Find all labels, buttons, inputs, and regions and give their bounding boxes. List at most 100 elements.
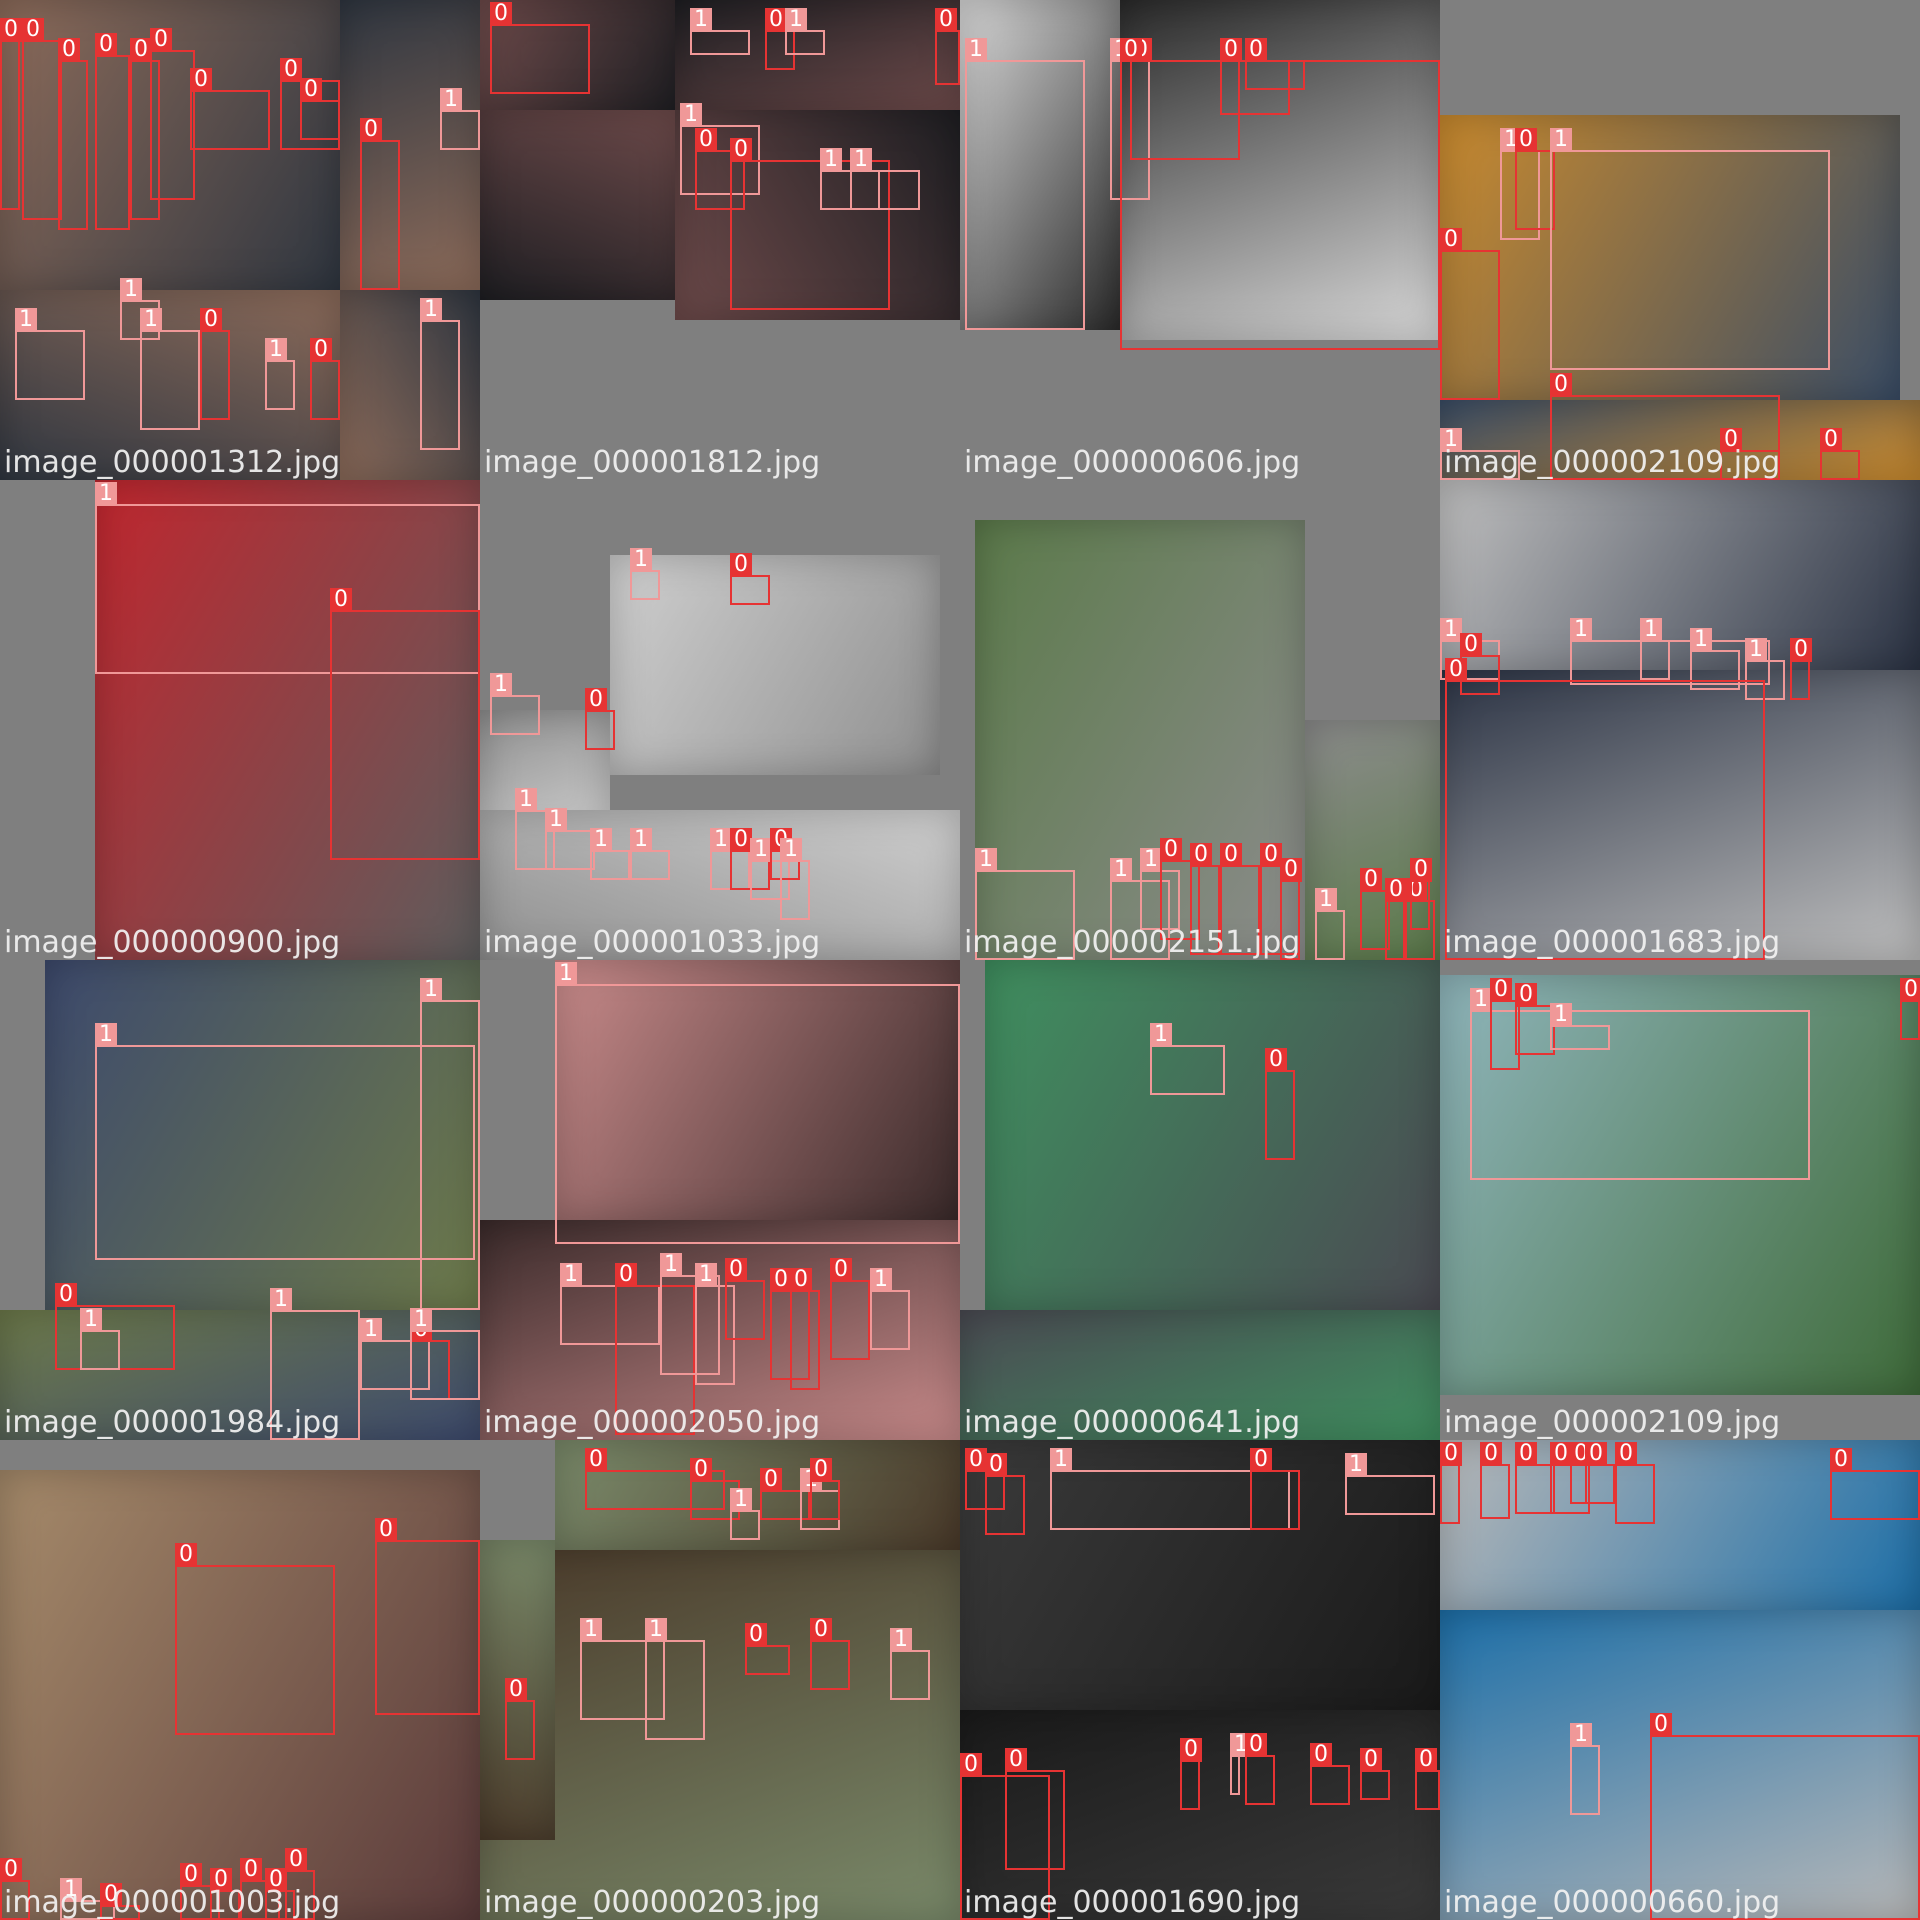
mosaic-tile: 0 0 0 1 0 0 0 0 0 0 image_000001003.jpg [0, 1440, 480, 1920]
class-label: 1 [545, 808, 567, 832]
detection-box: 0 [1160, 838, 1200, 940]
class-label: 0 [1445, 658, 1467, 682]
detection-box: 0 [585, 1448, 725, 1510]
detection-box: 1 [660, 1253, 720, 1375]
detection-box: 1 [730, 1488, 760, 1540]
class-label: 0 [1550, 373, 1572, 397]
class-label: 1 [270, 1288, 292, 1312]
training-photo [480, 110, 680, 300]
class-label: 0 [760, 1468, 782, 1492]
detection-box: 0 [810, 1458, 840, 1520]
detection-box: 0 [490, 2, 590, 94]
class-label: 1 [120, 278, 142, 302]
class-label: 0 [1440, 228, 1462, 252]
class-label: 1 [750, 838, 772, 862]
detection-box: 1 [645, 1618, 705, 1740]
class-label: 0 [810, 1618, 832, 1642]
detection-box: 0 [1490, 978, 1520, 1070]
detection-box: 1 [1050, 1448, 1290, 1530]
detection-box: 1 [560, 1263, 660, 1345]
training-photo [610, 555, 940, 775]
detection-box: 1 [420, 298, 460, 450]
detection-box: 0 [1585, 1442, 1615, 1504]
detection-box: 1 [630, 548, 660, 600]
class-label: 0 [200, 308, 222, 332]
detection-box: 0 [1720, 428, 1780, 480]
class-label: 1 [1550, 128, 1572, 152]
class-label: 0 [1220, 843, 1242, 867]
class-label: 0 [310, 338, 332, 362]
class-label: 0 [585, 1448, 607, 1472]
image-filename: image_000001683.jpg [1444, 925, 1781, 960]
training-photo [1120, 0, 1440, 340]
detection-box: 1 [975, 848, 1075, 960]
class-label: 1 [60, 1878, 82, 1902]
detection-box: 0 [1440, 228, 1500, 400]
mosaic-tile: 0 1 0 1 0 1 0 0 1 1 image_000001812.jpg [480, 0, 960, 480]
image-filename: image_000001690.jpg [964, 1885, 1301, 1920]
detection-box: 0 [1245, 38, 1305, 90]
class-label: 0 [1250, 1448, 1272, 1472]
detection-box: 0 [960, 1753, 1050, 1920]
detection-box: 0 [1190, 843, 1220, 955]
detection-box: 1 [750, 838, 790, 900]
class-label: 1 [1640, 618, 1662, 642]
mosaic-tile: 0 0 0 0 0 0 0 0 0 1 1 0 1 0 1 0 1 1 image_000001312.jpg [0, 0, 480, 480]
class-label: 1 [890, 1628, 912, 1652]
mosaic-tile: 001010110010image_000000203.jpg [480, 1440, 960, 1920]
detection-box: 1 [1345, 1453, 1435, 1515]
class-label: 0 [1180, 1738, 1202, 1762]
class-label: 0 [300, 78, 322, 102]
class-label: 1 [785, 8, 807, 32]
detection-box: 0 [1830, 1448, 1920, 1520]
training-photo [480, 0, 680, 110]
class-label: 1 [1745, 638, 1767, 662]
class-label: 1 [95, 1023, 117, 1047]
detection-box: 0 [730, 138, 890, 310]
class-label: 1 [1550, 1003, 1572, 1027]
training-photo [0, 290, 340, 480]
detection-box: 1 [1640, 618, 1670, 680]
class-label: 0 [1280, 858, 1302, 882]
image-filename: image_000000660.jpg [1444, 1885, 1781, 1920]
class-label: 1 [1570, 618, 1592, 642]
detection-box: 0 [1280, 858, 1302, 960]
detection-box: 0 [1440, 1442, 1462, 1524]
training-photo [1440, 480, 1920, 670]
detection-box: 0 [1820, 428, 1860, 480]
class-label: 0 [810, 1458, 832, 1482]
class-label: 0 [1515, 983, 1537, 1007]
detection-box: 0 [360, 118, 400, 290]
class-label: 1 [440, 88, 462, 112]
class-label: 1 [580, 1618, 602, 1642]
class-label: 1 [1315, 888, 1337, 912]
detection-box: 0 [0, 1858, 30, 1920]
class-label: 0 [1720, 428, 1742, 452]
image-filename: image_000001312.jpg [4, 445, 341, 480]
detection-box: 0 [985, 1453, 1025, 1535]
detection-box: 0 [1180, 1738, 1202, 1810]
detection-box: 1 [555, 962, 960, 1244]
image-filename: image_000002050.jpg [484, 1405, 821, 1440]
class-label: 0 [1245, 1733, 1267, 1757]
detection-box: 0 [1410, 858, 1432, 930]
class-label: 1 [1440, 618, 1462, 642]
class-label: 0 [490, 2, 512, 26]
detection-box: 1 [590, 828, 630, 880]
class-label: 0 [175, 1543, 197, 1567]
class-label: 0 [1220, 38, 1242, 62]
class-label: 1 [680, 103, 702, 127]
detection-box: 0 [1310, 1743, 1350, 1805]
class-label: 1 [95, 482, 117, 506]
class-label: 1 [1690, 628, 1712, 652]
detection-box: 1 [60, 1878, 115, 1920]
detection-box: 1 [270, 1288, 360, 1440]
detection-box: 1 [1550, 128, 1830, 370]
class-label: 1 [645, 1618, 667, 1642]
class-label: 0 [130, 38, 152, 62]
detection-box: 0 [240, 1858, 280, 1920]
class-label: 0 [1490, 978, 1512, 1002]
training-photo [675, 0, 960, 110]
training-photo [95, 480, 480, 960]
training-photo [1440, 670, 1920, 960]
